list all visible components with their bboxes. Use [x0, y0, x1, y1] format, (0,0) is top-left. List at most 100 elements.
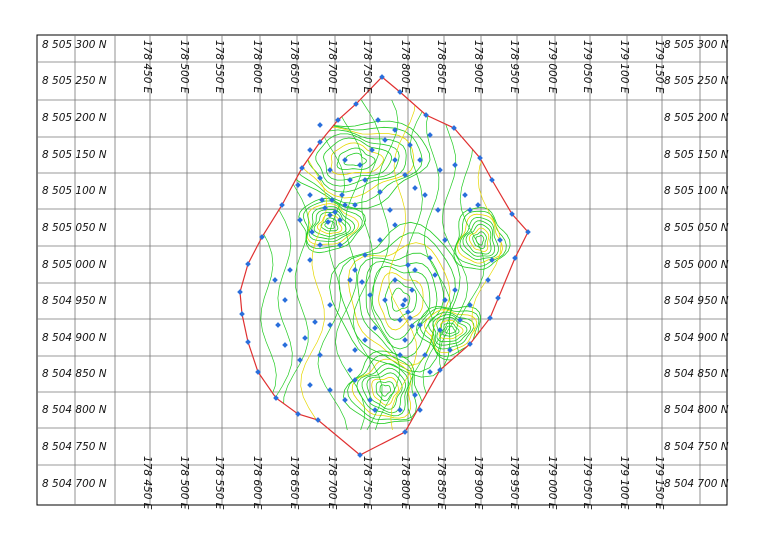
- survey-point: [392, 157, 398, 163]
- contour-line: [365, 260, 438, 350]
- contour-line: [316, 99, 348, 431]
- coordinate-grid: [37, 35, 727, 505]
- easting-label: 178 950 E: [508, 40, 520, 94]
- contour-line: [457, 213, 503, 264]
- contour-line: [357, 252, 445, 358]
- survey-point: [451, 125, 457, 131]
- survey-point: [525, 229, 531, 235]
- survey-point: [382, 137, 388, 143]
- survey-point: [477, 155, 483, 161]
- survey-point: [332, 209, 338, 215]
- contour-line: [422, 99, 452, 431]
- survey-point: [372, 325, 378, 331]
- survey-point: [377, 189, 383, 195]
- survey-point: [362, 252, 368, 258]
- survey-point: [409, 323, 415, 329]
- contour-line: [351, 358, 412, 419]
- survey-point: [309, 229, 315, 235]
- survey-point: [435, 207, 441, 213]
- easting-label: 178 550 E: [213, 40, 225, 94]
- northing-label: 8 505 200 N: [664, 112, 729, 124]
- contour-line: [371, 376, 399, 406]
- survey-point: [412, 185, 418, 191]
- contour-line: [329, 221, 461, 378]
- contour-line: [406, 99, 435, 431]
- survey-point: [302, 335, 308, 341]
- survey-point: [295, 411, 301, 417]
- contour-line: [347, 354, 417, 421]
- survey-point: [372, 407, 378, 413]
- survey-point: [509, 211, 515, 217]
- survey-point: [299, 165, 305, 171]
- survey-point: [347, 177, 353, 183]
- contour-line: [324, 220, 335, 230]
- contour-line: [465, 223, 492, 255]
- contour-lines: [249, 99, 511, 431]
- northing-label: 8 505 300 N: [664, 39, 729, 51]
- contour-line: [336, 147, 376, 170]
- contour-line: [323, 137, 393, 181]
- survey-point: [422, 192, 428, 198]
- easting-label: 178 850 E: [435, 40, 447, 94]
- survey-point: [412, 267, 418, 273]
- northing-label: 8 504 700 N: [42, 478, 107, 490]
- survey-point: [377, 237, 383, 243]
- easting-label: 178 500 E: [178, 40, 190, 94]
- survey-point: [275, 322, 281, 328]
- easting-label: 178 900 E: [472, 40, 484, 94]
- survey-point: [307, 257, 313, 263]
- survey-point: [407, 142, 413, 148]
- northing-label: 8 504 800 N: [664, 404, 729, 416]
- survey-point: [287, 267, 293, 273]
- survey-point: [273, 395, 279, 401]
- easting-label: 178 600 E: [251, 40, 263, 94]
- contour-line: [444, 325, 456, 335]
- northing-label: 8 504 750 N: [42, 441, 107, 453]
- survey-point: [297, 357, 303, 363]
- easting-label: 179 050 E: [581, 456, 593, 510]
- survey-point: [347, 277, 353, 283]
- survey-point: [337, 242, 343, 248]
- survey-point: [437, 167, 443, 173]
- contour-line: [316, 214, 343, 235]
- survey-point: [317, 352, 323, 358]
- survey-point: [412, 392, 418, 398]
- northing-label: 8 505 150 N: [42, 149, 107, 161]
- survey-point: [325, 219, 331, 225]
- contour-line: [475, 235, 485, 246]
- survey-point: [375, 117, 381, 123]
- survey-point: [307, 382, 313, 388]
- easting-label: 178 700 E: [326, 456, 338, 510]
- survey-point: [347, 367, 353, 373]
- northing-label: 8 504 700 N: [664, 478, 729, 490]
- survey-point: [367, 292, 373, 298]
- easting-labels-bottom: 178 450 E 178 500 E 178 550 E 178 600 E 178 …: [141, 456, 665, 510]
- contour-line: [330, 142, 384, 176]
- northing-label: 8 505 100 N: [664, 185, 729, 197]
- survey-point: [402, 172, 408, 178]
- contour-line: [370, 99, 400, 431]
- survey-point: [327, 167, 333, 173]
- contour-line: [384, 279, 418, 321]
- easting-label: 178 750 E: [361, 40, 373, 94]
- survey-point: [327, 322, 333, 328]
- contour-line: [303, 200, 363, 249]
- northing-label: 8 505 000 N: [42, 259, 107, 271]
- northing-label: 8 505 000 N: [664, 259, 729, 271]
- survey-point: [307, 147, 313, 153]
- contour-line: [308, 206, 355, 243]
- survey-point: [397, 352, 403, 358]
- survey-point: [407, 315, 413, 321]
- survey-point: [392, 277, 398, 283]
- survey-point: [362, 337, 368, 343]
- survey-point: [447, 347, 453, 353]
- survey-point: [337, 217, 343, 223]
- survey-point: [317, 122, 323, 128]
- survey-point: [402, 297, 408, 303]
- survey-point: [319, 197, 325, 203]
- survey-point: [352, 377, 358, 383]
- survey-point: [255, 369, 261, 375]
- contour-line: [419, 307, 480, 357]
- easting-label: 178 700 E: [326, 40, 338, 94]
